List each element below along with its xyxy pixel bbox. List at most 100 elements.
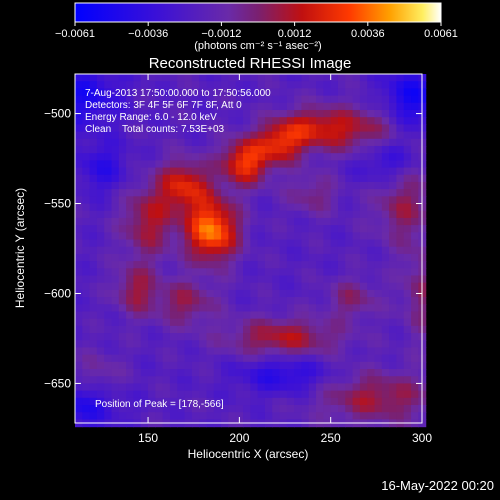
heatmap-cell [337,397,346,406]
heatmap-cell [250,333,259,341]
heatmap-cell [118,239,127,248]
heatmap-cell [330,181,339,190]
heatmap-cell [213,81,222,89]
heatmap-cell [235,397,244,406]
heatmap-cell [104,253,113,262]
heatmap-cell [96,239,105,248]
heatmap-cell [126,109,135,118]
heatmap-cell [411,196,419,205]
heatmap-cell [337,361,346,370]
heatmap-cell [257,405,266,413]
heatmap-cell [396,181,405,190]
heatmap-cell [381,311,390,320]
heatmap-cell [199,117,208,125]
heatmap-cell [330,102,339,111]
heatmap-cell [374,275,383,284]
heatmap-cell [264,174,273,183]
heatmap-cell [169,102,178,111]
heatmap-cell [148,210,156,219]
heatmap-cell [359,109,368,118]
heatmap-cell [243,397,251,406]
heatmap-cell [250,282,259,291]
heatmap-cell [316,412,324,421]
heatmap-cell [396,246,405,255]
heatmap-cell [126,261,135,269]
heatmap-cell [352,217,361,226]
heatmap-cell [403,369,412,377]
heatmap-cell [308,333,317,341]
heatmap-cell [316,210,324,219]
heatmap-cell [184,397,193,406]
heatmap-cell [75,318,83,327]
heatmap-cell [96,232,105,241]
heatmap-cell [367,376,376,385]
heatmap-cell [381,405,390,413]
heatmap-cell [257,189,266,197]
heatmap-cell [345,390,354,399]
heatmap-cell [323,275,332,284]
heatmap-cell [89,383,98,392]
heatmap-cell [111,232,120,241]
heatmap-cell [396,361,405,370]
heatmap-cell [199,369,208,377]
heatmap-cell [148,311,156,320]
heatmap-cell [345,174,354,183]
heatmap-cell [367,253,376,262]
heatmap-cell [286,253,295,262]
heatmap-cell [294,203,303,212]
heatmap-cell [308,383,317,392]
heatmap-cell [286,174,295,183]
heatmap-cell [367,275,376,284]
heatmap-cell [286,138,295,147]
heatmap-cell [381,318,390,327]
heatmap-cell [191,405,200,413]
heatmap-cell [75,311,83,320]
heatmap-cell [403,153,412,161]
heatmap-cell [213,311,222,320]
heatmap-cell [308,167,317,176]
heatmap-cell [148,102,156,111]
heatmap-cell [301,383,310,392]
heatmap-cell [162,203,171,212]
heatmap-cell [191,174,200,183]
heatmap-cell [228,397,237,406]
heatmap-cell [323,390,332,399]
heatmap-cell [148,217,156,226]
heatmap-cell [104,124,113,133]
heatmap-cell [323,117,332,125]
heatmap-cell [82,131,91,140]
heatmap-cell [118,117,127,125]
heatmap-cell [279,390,288,399]
heatmap-cell [191,232,200,241]
heatmap-cell [286,361,295,370]
heatmap-cell [96,369,105,377]
heatmap-cell [140,239,149,248]
heatmap-cell [228,318,237,327]
heatmap-cell [148,261,156,269]
heatmap-cell [177,131,186,140]
heatmap-cell [250,369,259,377]
heatmap-cell [243,282,251,291]
heatmap-cell [75,297,83,305]
heatmap-cell [411,282,419,291]
heatmap-cell [257,311,266,320]
heatmap-cell [221,282,230,291]
heatmap-cell [82,138,91,147]
heatmap-cell [352,311,361,320]
heatmap-cell [96,117,105,125]
heatmap-cell [389,311,398,320]
heatmap-cell [82,354,91,363]
heatmap-cell [250,232,259,241]
heatmap-cell [337,225,346,233]
heatmap-cell [111,95,120,104]
heatmap-cell [104,225,113,233]
heatmap-cell [316,397,324,406]
annotation-time: 7-Aug-2013 17:50:00.000 to 17:50:56.000 [85,88,271,99]
heatmap-cell [316,246,324,255]
heatmap-cell [330,268,339,277]
heatmap-cell [272,253,281,262]
heatmap-cell [316,124,324,133]
heatmap-cell [162,225,171,233]
heatmap-cell [221,131,230,140]
heatmap-cell [337,246,346,255]
